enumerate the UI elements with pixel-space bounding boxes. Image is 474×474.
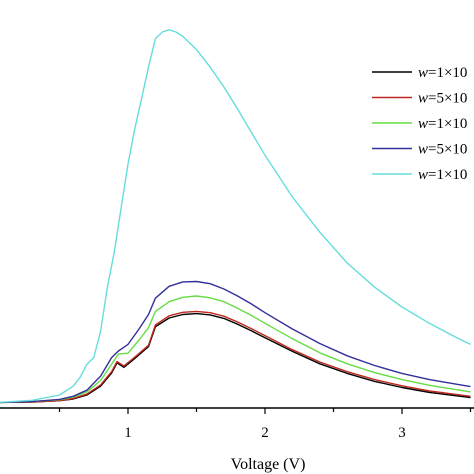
series-line-5 (0, 29, 471, 404)
legend-label: w=1×10 (418, 116, 467, 132)
series-line-2 (0, 310, 471, 404)
legend-item-1: w=1×10 (372, 65, 467, 81)
x-tick-label: 3 (398, 425, 406, 441)
series-line-3 (0, 295, 471, 404)
legend-label: w=1×10 (418, 167, 467, 183)
legend-label: w=5×10 (418, 142, 467, 158)
legend-item-5: w=1×10 (372, 167, 467, 183)
legend-label: w=5×10 (418, 91, 467, 107)
series-line-4 (0, 280, 471, 404)
x-ticks: 1 2 3 (58, 408, 472, 441)
legend-item-3: w=1×10 (372, 116, 467, 132)
legend: w=1×10 w=5×10 w=1×10 w=5×10 w=1×10 (372, 65, 467, 183)
legend-item-4: w=5×10 (372, 142, 467, 158)
x-axis-title: Voltage (V) (231, 456, 306, 473)
x-tick-label: 1 (124, 425, 132, 441)
legend-item-2: w=5×10 (372, 91, 467, 107)
series-line-1 (0, 312, 471, 404)
series-layer (0, 29, 471, 404)
legend-label: w=1×10 (418, 65, 467, 81)
x-tick-label: 2 (261, 425, 269, 441)
